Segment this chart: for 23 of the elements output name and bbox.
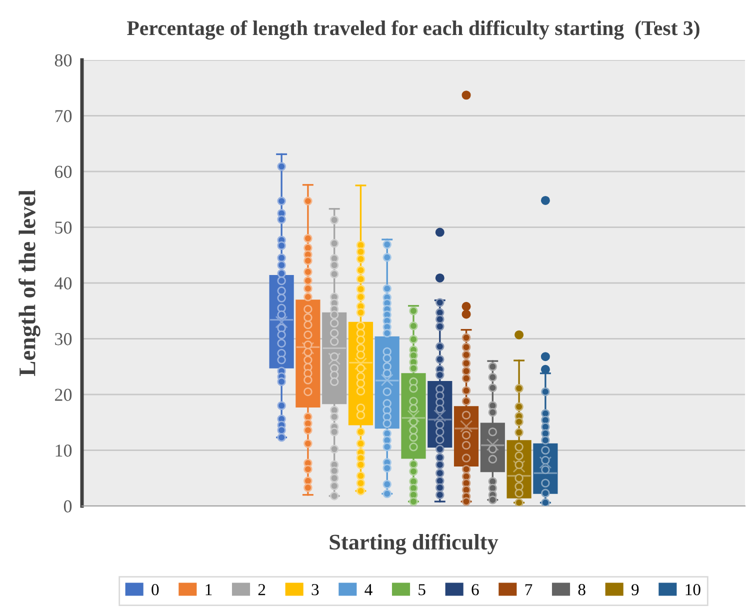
legend-label: 4 [364,584,372,596]
y-tick-label: 60 [55,166,72,178]
legend-label: 1 [206,584,212,596]
y-tick-label: 20 [55,388,72,401]
legend-label: 10 [686,584,700,596]
legend-label: 5 [418,584,426,596]
legend-label: 6 [472,584,479,596]
y-tick-label: 0 [64,500,72,512]
legend-label: 3 [312,584,319,596]
legend-label: 8 [578,584,586,596]
y-tick-label: 50 [55,222,72,234]
chart-title: Percentage of length traveled for each difficulty starting (Test 3) [127,20,700,40]
x-axis-title: Starting difficulty [330,534,498,554]
legend-label: 7 [525,584,532,596]
y-axis-title: Length of the level [18,190,40,376]
y-tick-label: 10 [56,444,72,457]
legend-label: 9 [632,584,639,596]
y-tick-label: 30 [55,333,72,346]
legend-label: 2 [258,584,266,596]
legend-label: 0 [152,584,159,596]
y-tick-label: 80 [54,54,72,66]
y-tick-label: 40 [54,277,72,290]
y-tick-label: 70 [55,110,72,122]
